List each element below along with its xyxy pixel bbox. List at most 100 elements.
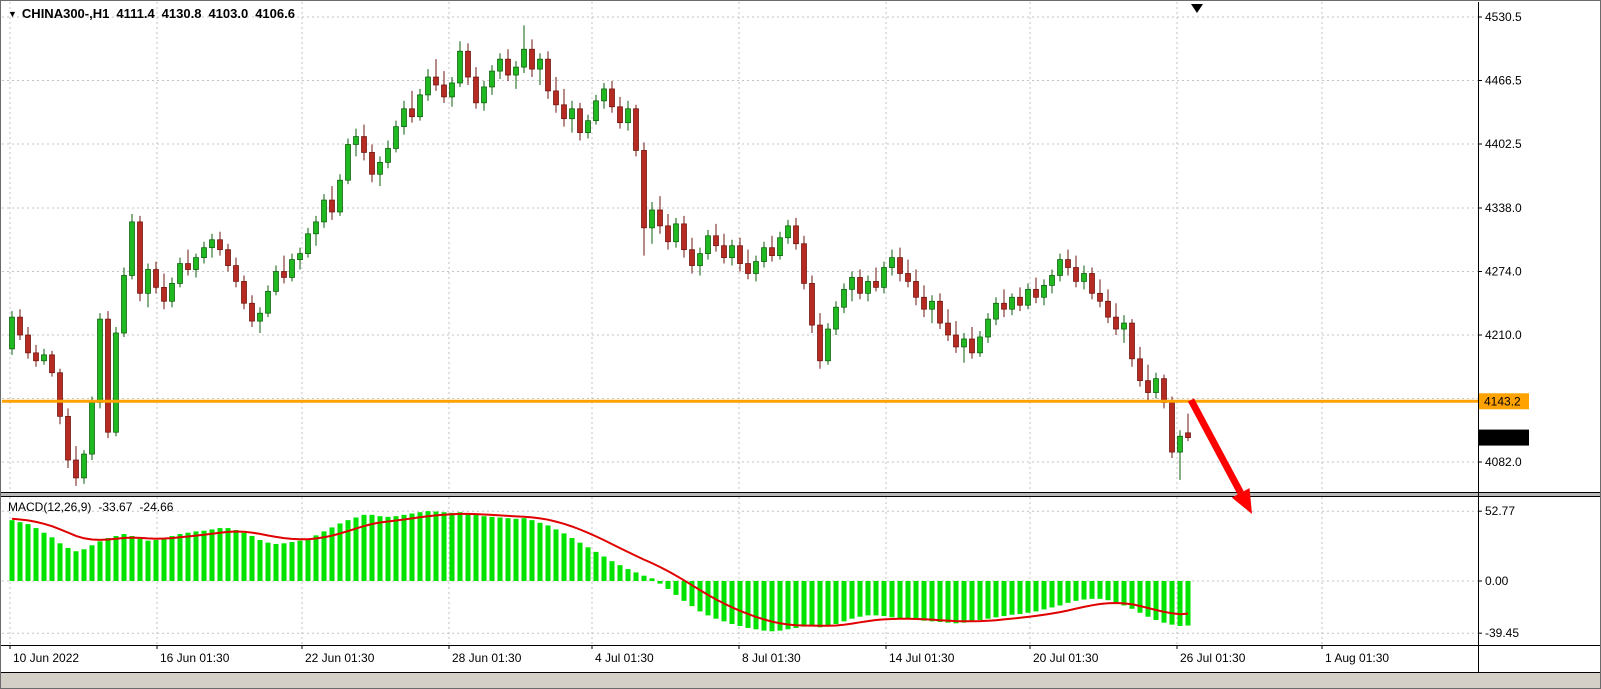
macd-bar [857, 581, 863, 617]
candle-body [1153, 378, 1159, 393]
candle-body [713, 235, 719, 247]
candle-body [57, 372, 63, 417]
candle-body [425, 76, 431, 96]
candle-body [657, 209, 663, 227]
macd-bar [481, 516, 487, 581]
macd-bar [977, 581, 983, 621]
chart-shift-marker-icon[interactable] [1191, 4, 1203, 13]
candle-body [873, 281, 879, 288]
candle-body [1145, 380, 1151, 393]
candle-body [577, 108, 583, 133]
macd-bar [121, 534, 127, 581]
macd-bar [385, 516, 391, 581]
macd-bar [865, 581, 871, 616]
candle-body [905, 273, 911, 282]
macd-bar [409, 513, 415, 581]
candle-body [641, 150, 647, 229]
macd-bar [673, 581, 679, 595]
macd-bar [985, 581, 991, 619]
macd-bar [465, 513, 471, 581]
candle-body [513, 66, 519, 76]
macd-bar [41, 532, 47, 581]
candle-body [841, 288, 847, 308]
macd-axis-label: 52.77 [1485, 504, 1515, 518]
macd-bar [137, 538, 143, 581]
candle-body [337, 179, 343, 213]
candle-body [825, 328, 831, 362]
macd-bar [881, 581, 887, 617]
macd-bar [97, 541, 103, 581]
macd-bar [257, 539, 263, 581]
macd-bar [329, 527, 335, 581]
price-axis-label: 4210.0 [1485, 328, 1522, 342]
macd-bar [217, 528, 223, 581]
macd-bar [801, 581, 807, 627]
macd-bar [1169, 581, 1175, 625]
macd-bar [9, 520, 15, 581]
candle-body [121, 275, 127, 334]
panel-splitter[interactable] [0, 493, 1601, 496]
macd-bar [641, 575, 647, 581]
macd-bar [1129, 581, 1135, 609]
candle-body [369, 152, 375, 175]
candle-body [1129, 322, 1135, 360]
candle-body [1161, 378, 1167, 403]
price-axis-label: 4466.5 [1485, 74, 1522, 88]
candle-body [177, 263, 183, 284]
macd-bar [273, 543, 279, 581]
macd-bar [1105, 581, 1111, 601]
macd-bar [513, 518, 519, 581]
macd-bar [369, 514, 375, 581]
candle-body [593, 100, 599, 122]
macd-bar [793, 581, 799, 628]
candle-body [881, 267, 887, 288]
candle-body [97, 318, 103, 403]
trend-arrow-head-icon[interactable] [1231, 488, 1252, 514]
candle-body [105, 318, 111, 433]
trend-arrow-icon[interactable] [1187, 398, 1244, 495]
macd-bar [49, 537, 55, 581]
candle-body [113, 332, 119, 433]
candle-body [601, 88, 607, 102]
macd-bar [609, 561, 615, 581]
macd-bar [177, 534, 183, 581]
candle-body [1049, 275, 1055, 286]
macd-bar [601, 556, 607, 581]
macd-bar [249, 536, 255, 581]
macd-axis-label: 0.00 [1485, 574, 1509, 588]
candle-body [761, 247, 767, 262]
candle-body [945, 322, 951, 336]
macd-bar [57, 543, 63, 581]
macd-bar [1065, 581, 1071, 603]
current-price-tag [1479, 429, 1529, 446]
symbol-dropdown-icon[interactable]: ▼ [8, 9, 17, 19]
macd-bar [1097, 581, 1103, 599]
candle-body [49, 354, 55, 374]
macd-bar [625, 569, 631, 581]
macd-bar [17, 522, 23, 581]
macd-bar [241, 532, 247, 581]
candle-body [73, 459, 79, 479]
candle-body [665, 225, 671, 243]
candle-body [673, 223, 679, 243]
hline-price-tag [1479, 393, 1529, 410]
candle-body [65, 415, 71, 461]
macd-bar [681, 581, 687, 601]
candle-body [217, 239, 223, 251]
macd-bar [913, 581, 919, 620]
macd-bar [33, 528, 39, 581]
price-axis-label: 4338.0 [1485, 201, 1522, 215]
macd-bar [561, 533, 567, 581]
macd-bar [849, 581, 855, 619]
candle-body [145, 269, 151, 294]
macd-bar [1145, 581, 1151, 617]
candle-body [265, 290, 271, 314]
candle-body [1177, 435, 1183, 453]
candle-body [649, 209, 655, 229]
candle-body [817, 324, 823, 362]
candle-body [129, 221, 135, 276]
macd-bar [497, 517, 503, 581]
candle-body [681, 223, 687, 251]
